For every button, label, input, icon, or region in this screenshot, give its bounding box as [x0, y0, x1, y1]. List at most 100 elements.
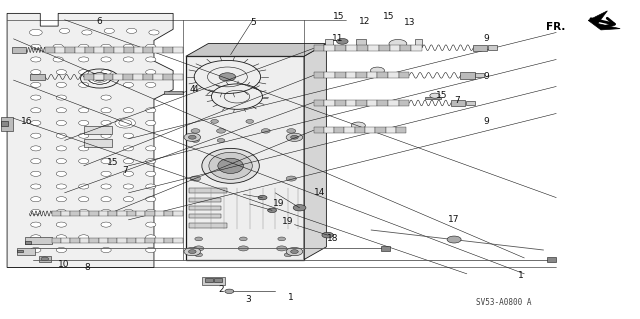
Circle shape [31, 133, 41, 138]
Bar [124, 47, 134, 53]
Circle shape [56, 222, 67, 227]
Circle shape [101, 121, 111, 125]
Bar [314, 127, 324, 133]
Circle shape [79, 146, 89, 151]
Bar [114, 47, 124, 53]
Circle shape [31, 209, 41, 214]
Bar [451, 100, 465, 106]
Circle shape [146, 44, 156, 49]
Bar [173, 74, 182, 80]
Bar [52, 211, 61, 216]
Circle shape [124, 209, 134, 214]
Circle shape [56, 184, 67, 189]
Circle shape [115, 118, 136, 128]
Circle shape [56, 146, 67, 151]
Bar [399, 100, 410, 106]
Bar [17, 248, 35, 255]
Bar [136, 238, 145, 243]
Circle shape [146, 184, 156, 189]
Circle shape [238, 246, 248, 251]
Bar [17, 250, 23, 252]
Bar [127, 238, 136, 243]
Circle shape [53, 57, 63, 62]
Bar [325, 39, 333, 46]
Circle shape [29, 29, 42, 36]
Circle shape [146, 70, 156, 75]
Circle shape [101, 222, 111, 227]
Circle shape [124, 184, 134, 189]
Text: 7: 7 [454, 96, 460, 105]
Bar [163, 74, 173, 80]
Bar [488, 46, 497, 50]
Bar [127, 211, 136, 216]
Circle shape [278, 237, 285, 241]
Circle shape [79, 57, 89, 62]
Circle shape [195, 253, 202, 257]
Circle shape [191, 138, 199, 142]
Text: 15: 15 [436, 92, 447, 100]
Circle shape [104, 28, 115, 33]
Bar [324, 127, 334, 133]
Bar [324, 100, 335, 106]
Circle shape [195, 237, 202, 241]
Bar [89, 211, 99, 216]
Bar [65, 47, 75, 53]
Circle shape [101, 133, 111, 138]
Bar [30, 74, 45, 80]
Bar [80, 211, 89, 216]
Bar [426, 97, 442, 99]
Bar [133, 74, 143, 80]
Bar [99, 238, 108, 243]
Bar [117, 211, 127, 216]
Circle shape [184, 133, 200, 141]
Circle shape [31, 121, 41, 125]
Bar [70, 238, 80, 243]
Circle shape [124, 44, 134, 49]
Circle shape [291, 135, 298, 139]
Bar [153, 47, 163, 53]
Circle shape [56, 159, 67, 164]
Bar [155, 211, 164, 216]
Circle shape [31, 70, 41, 75]
Circle shape [31, 108, 41, 113]
Text: 16: 16 [20, 117, 32, 126]
Circle shape [31, 171, 41, 176]
Circle shape [56, 108, 67, 113]
Text: SV53-A0800 A: SV53-A0800 A [476, 298, 532, 307]
Bar [415, 39, 422, 46]
Circle shape [211, 120, 218, 123]
Circle shape [88, 73, 111, 84]
Text: 14: 14 [314, 188, 326, 197]
Circle shape [258, 196, 267, 200]
Bar [335, 45, 346, 50]
Bar [25, 241, 31, 244]
Bar [173, 238, 182, 243]
Ellipse shape [218, 158, 243, 174]
Ellipse shape [202, 148, 259, 183]
Bar [466, 101, 474, 105]
Circle shape [261, 129, 270, 133]
Bar [378, 72, 388, 78]
Circle shape [101, 184, 111, 189]
Circle shape [101, 159, 111, 164]
Circle shape [217, 138, 225, 142]
Circle shape [56, 133, 67, 138]
Circle shape [31, 44, 41, 49]
Circle shape [293, 204, 306, 211]
Circle shape [149, 30, 159, 35]
Polygon shape [304, 44, 326, 260]
Circle shape [124, 121, 134, 125]
Bar [155, 238, 164, 243]
Circle shape [53, 44, 63, 49]
Circle shape [31, 248, 41, 253]
Circle shape [276, 246, 287, 251]
Bar [381, 246, 390, 251]
Circle shape [246, 120, 253, 123]
Bar [314, 100, 324, 106]
Bar [378, 100, 388, 106]
Circle shape [56, 248, 67, 253]
Bar [25, 237, 52, 244]
Circle shape [146, 159, 156, 164]
Text: 5: 5 [250, 19, 256, 27]
Bar [388, 100, 399, 106]
